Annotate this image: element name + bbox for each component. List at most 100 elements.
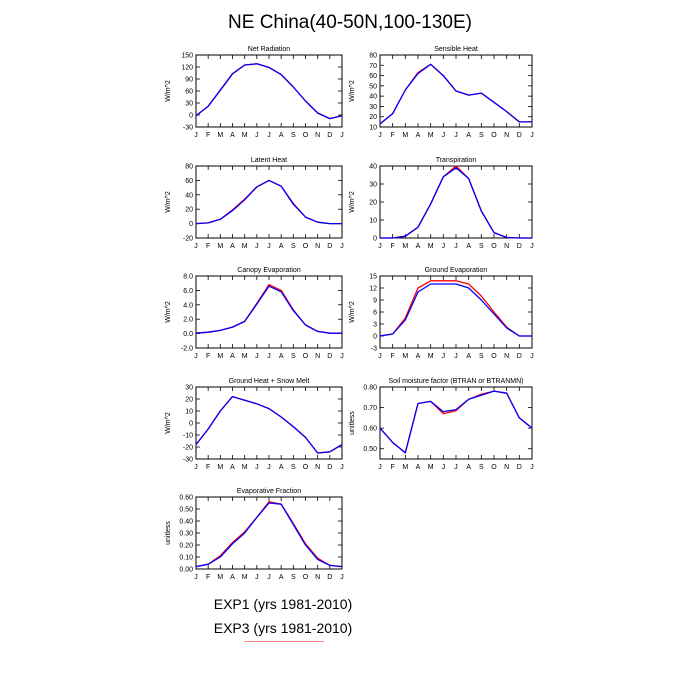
x-tick-label: N [315, 243, 320, 250]
y-tick-label: 40 [369, 164, 377, 171]
x-tick-label: J [442, 353, 446, 360]
y-tick-label: 30 [185, 101, 193, 108]
x-tick-label: J [378, 243, 382, 250]
x-tick-label: J [454, 243, 458, 250]
y-tick-label: 0.50 [363, 446, 377, 453]
x-tick-label: S [291, 353, 296, 360]
panel-8: Evaporative Fraction 0.00 0.10 0.20 0.30 0.40… [165, 488, 344, 581]
x-tick-label: D [327, 574, 332, 581]
y-tick-label: 60 [185, 89, 193, 96]
y-tick-label: 20 [185, 397, 193, 404]
y-tick-label: 0.00 [179, 567, 193, 574]
panel-title: Transpiration [436, 157, 477, 164]
x-tick-label: A [416, 353, 421, 360]
series-line [195, 285, 342, 334]
y-tick-label: 4.0 [183, 302, 193, 309]
x-tick-label: S [291, 574, 296, 581]
x-tick-label: J [267, 132, 271, 139]
x-tick-label: A [230, 132, 235, 139]
y-tick-label: 90 [185, 77, 193, 84]
y-tick-label: 10 [369, 218, 377, 225]
x-tick-label: M [402, 243, 408, 250]
x-tick-label: J [194, 464, 198, 471]
x-tick-label: O [303, 464, 309, 471]
x-tick-label: D [517, 132, 522, 139]
x-tick-label: J [378, 132, 382, 139]
x-tick-label: N [504, 464, 509, 471]
x-tick-label: J [267, 243, 271, 250]
panel-title: Ground Heat + Snow Melt [229, 378, 310, 385]
panel-title: Sensible Heat [434, 46, 478, 53]
x-tick-label: D [517, 464, 522, 471]
y-tick-label: 30 [369, 182, 377, 189]
x-tick-label: F [391, 243, 395, 250]
x-tick-label: F [391, 132, 395, 139]
x-tick-label: D [327, 243, 332, 250]
x-tick-label: D [327, 464, 332, 471]
y-tick-label: 60 [185, 178, 193, 185]
x-tick-label: M [428, 464, 434, 471]
x-tick-label: M [402, 353, 408, 360]
x-tick-label: J [267, 574, 271, 581]
series-line [195, 395, 343, 454]
x-tick-label: O [303, 353, 309, 360]
x-tick-label: M [217, 132, 223, 139]
y-tick-label: 6.0 [183, 288, 193, 295]
panel-title: Latent Heat [251, 157, 287, 164]
x-tick-label: J [194, 574, 198, 581]
series-line [195, 395, 343, 454]
series-line [195, 283, 342, 334]
x-tick-label: S [479, 353, 484, 360]
x-tick-label: J [442, 132, 446, 139]
x-tick-label: J [442, 464, 446, 471]
x-tick-label: F [206, 574, 210, 581]
y-tick-label: 6 [373, 310, 377, 317]
y-tick-label: 10 [369, 125, 377, 132]
y-tick-label: 3 [373, 322, 377, 329]
y-tick-label: 40 [185, 192, 193, 199]
y-tick-label: -2.0 [181, 346, 193, 353]
y-tick-label: 80 [369, 53, 377, 60]
series-line [379, 63, 532, 125]
x-tick-label: J [340, 353, 344, 360]
x-tick-label: F [391, 464, 395, 471]
y-tick-label: 70 [369, 63, 377, 70]
y-tick-label: 0.60 [363, 426, 377, 433]
legend-exp1-label: EXP1 (yrs 1981-2010) [213, 596, 353, 612]
y-tick-label: -20 [183, 445, 193, 452]
x-tick-label: N [315, 464, 320, 471]
plot-frame [195, 54, 343, 128]
y-tick-label: 0 [373, 236, 377, 243]
y-axis-label: W/m^2 [165, 412, 172, 434]
x-tick-label: J [454, 464, 458, 471]
x-tick-label: A [466, 243, 471, 250]
y-tick-label: -30 [183, 457, 193, 464]
y-tick-label: 50 [369, 83, 377, 90]
y-tick-label: 40 [369, 94, 377, 101]
x-tick-label: A [279, 353, 284, 360]
figure-title: NE China(40-50N,100-130E) [228, 12, 472, 33]
y-axis-label: unitless [165, 521, 172, 545]
x-tick-label: M [402, 132, 408, 139]
x-tick-label: S [479, 132, 484, 139]
y-tick-label: 10 [185, 409, 193, 416]
x-tick-label: M [242, 132, 248, 139]
plot-frame [195, 386, 343, 460]
x-tick-label: D [517, 243, 522, 250]
y-tick-label: 20 [185, 207, 193, 214]
y-axis-label: W/m^2 [165, 301, 172, 323]
x-tick-label: J [340, 574, 344, 581]
y-tick-label: 120 [181, 65, 193, 72]
x-tick-label: A [416, 243, 421, 250]
x-tick-label: J [442, 243, 446, 250]
y-axis-label: unitless [349, 411, 356, 435]
y-tick-label: 30 [185, 385, 193, 392]
x-tick-label: A [279, 574, 284, 581]
x-tick-label: D [517, 353, 522, 360]
